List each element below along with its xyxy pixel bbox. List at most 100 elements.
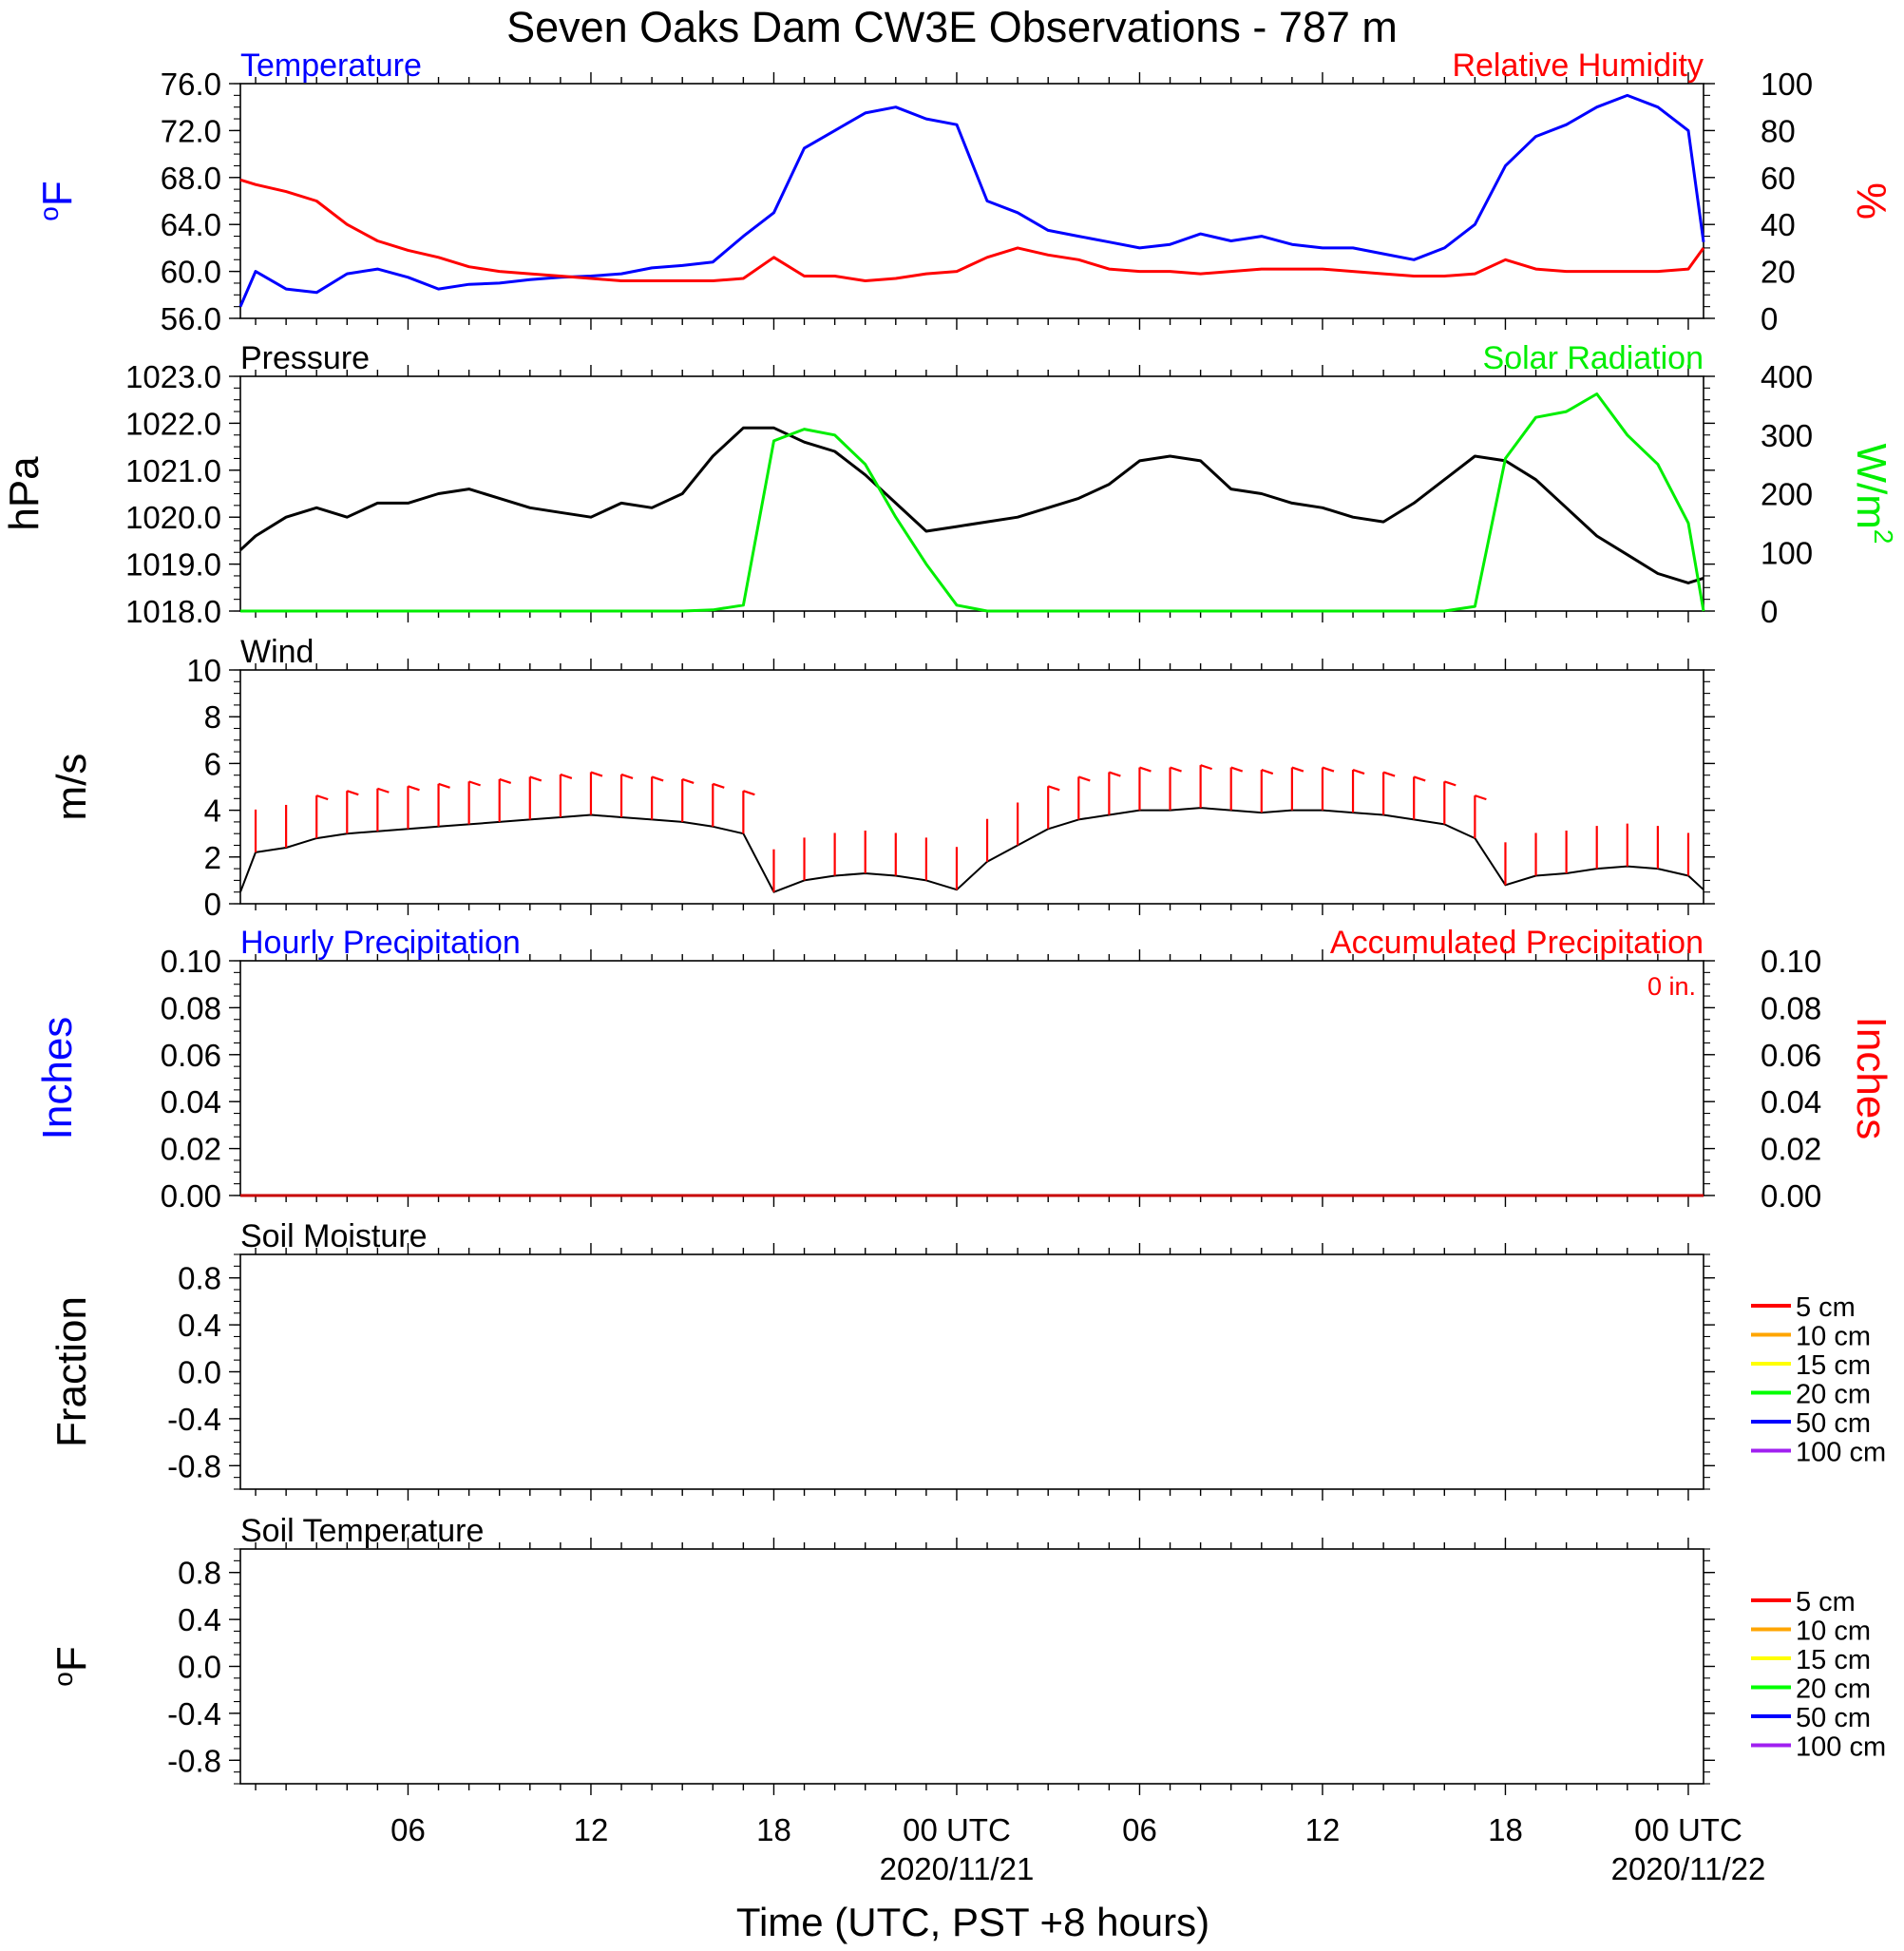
plot-frame [239, 83, 1704, 319]
y-axis-label-left: oF [48, 1646, 95, 1686]
legend-label: 100 cm [1796, 1438, 1886, 1468]
wind-barb-flag [1443, 780, 1457, 787]
series-line-pressure [238, 426, 1704, 584]
legend-label: 10 cm [1796, 1322, 1871, 1352]
wind-barb-flag [712, 782, 725, 789]
wind-barb-flag [1047, 785, 1060, 792]
y-tick-label-left: 76.0 [161, 67, 221, 102]
x-tick-date: 2020/11/22 [1611, 1851, 1766, 1886]
wind-barb-flag [408, 785, 420, 792]
x-axis-title: Time (UTC, PST +8 hours) [736, 1900, 1209, 1944]
y-tick-label-left: 72.0 [161, 113, 221, 148]
legend-label: 15 cm [1796, 1645, 1871, 1675]
legend-label: 5 cm [1796, 1587, 1856, 1617]
y-tick-label-left: 0.0 [178, 1650, 221, 1685]
legend-label: 50 cm [1796, 1703, 1871, 1733]
y-tick-label-left: 4 [204, 794, 221, 829]
panels: 56.060.064.068.072.076.0020406080100Temp… [1, 48, 1898, 1795]
y-tick-label-right: 0.10 [1761, 944, 1821, 979]
wind-barb-flag [346, 790, 359, 796]
y-tick-label-right: 400 [1761, 359, 1813, 394]
x-tick-label: 18 [756, 1812, 791, 1847]
plot-frame [239, 375, 1704, 612]
y-tick-label-left: 1023.0 [125, 359, 221, 394]
wind-barb-flag [620, 773, 634, 780]
panel-title-right: Solar Radiation [1483, 340, 1704, 376]
y-tick-label-left: 68.0 [161, 161, 221, 196]
accumulated-total-label: 0 in. [1647, 972, 1696, 1001]
plot-frame [239, 960, 1704, 1196]
panel-1: 56.0 60.0 64.0 68.0 72.0 76.0 0 20 40 60 80 100 Temp… [34, 48, 1894, 336]
wind-barb-flag [1077, 775, 1091, 782]
y-tick-label-left: 1022.0 [125, 406, 221, 441]
wind-barb-flag [590, 771, 603, 777]
y-tick-label-right: 20 [1761, 255, 1796, 290]
legend-label: 50 cm [1796, 1408, 1871, 1439]
wind-barb-flag [1291, 766, 1304, 773]
y-axis-label-right: % [1848, 182, 1894, 220]
y-tick-label-right: 0.02 [1761, 1132, 1821, 1167]
y-tick-label-right: 60 [1761, 161, 1796, 196]
y-tick-label-left: 0.04 [161, 1084, 221, 1119]
x-tick-label: 06 [390, 1812, 426, 1847]
x-tick-date: 2020/11/21 [880, 1851, 1035, 1886]
y-tick-label-right: 0.04 [1761, 1084, 1821, 1119]
x-tick-label: 12 [574, 1812, 609, 1847]
wind-barb-flag [529, 775, 543, 782]
y-tick-label-left: 1018.0 [125, 594, 221, 629]
y-axis-label-left: m/s [48, 754, 95, 821]
y-tick-label-right: 0 [1761, 594, 1778, 629]
panel-title-left: Wind [240, 634, 314, 670]
wind-barb-flag [1230, 766, 1244, 773]
wind-barb-flag [377, 787, 390, 794]
y-axis-label-left: Inches [34, 1017, 81, 1140]
wind-barb-flag [1200, 764, 1212, 771]
legend-label: 15 cm [1796, 1350, 1871, 1381]
x-tick-label: 00 UTC [1634, 1812, 1742, 1847]
y-tick-label-left: 6 [204, 746, 221, 781]
wind-barb-flag [743, 790, 755, 796]
legend-label: 10 cm [1796, 1616, 1871, 1647]
y-tick-label-left: 0.8 [178, 1556, 221, 1591]
panel-5: -0.8 -0.4 0.0 0.4 0.8 Soil Moisture Fraction 5 … [48, 1218, 1886, 1501]
y-axis-label-right: Inches [1848, 1017, 1894, 1140]
wind-barb-flag [1109, 771, 1121, 777]
series-line-wind [239, 807, 1704, 893]
y-tick-label-left: -0.4 [167, 1402, 221, 1437]
y-tick-label-left: 8 [204, 699, 221, 735]
y-tick-label-right: 40 [1761, 207, 1796, 242]
y-tick-label-right: 100 [1761, 535, 1813, 570]
panel-title-left: Soil Moisture [240, 1218, 428, 1254]
y-tick-label-right: 300 [1761, 418, 1813, 453]
x-tick-label: 00 UTC [903, 1812, 1011, 1847]
chart-title: Seven Oaks Dam CW3E Observations - 787 m [506, 3, 1398, 51]
y-tick-label-right: 80 [1761, 113, 1796, 148]
y-tick-label-left: 10 [186, 653, 221, 688]
y-tick-label-left: 0.10 [161, 944, 221, 979]
series-line-relative-humidity [239, 178, 1705, 282]
panel-title-left: Temperature [240, 48, 422, 84]
y-axis-label-right: W/m2 [1848, 444, 1898, 545]
y-tick-label-left: 2 [204, 840, 221, 875]
wind-barb-flag [315, 794, 329, 801]
wind-barb-flag [499, 777, 512, 784]
legend-label: 5 cm [1796, 1292, 1856, 1323]
y-tick-label-left: 0.4 [178, 1308, 221, 1343]
y-tick-label-left: 0.0 [178, 1355, 221, 1390]
y-tick-label-left: 0.08 [161, 990, 221, 1025]
y-tick-label-left: 64.0 [161, 207, 221, 242]
y-tick-label-left: 0.06 [161, 1038, 221, 1073]
y-tick-label-left: 0.02 [161, 1132, 221, 1167]
panel-title-left: Hourly Precipitation [240, 925, 521, 961]
y-axis-label-left: oF [34, 181, 81, 220]
y-tick-label-right: 200 [1761, 477, 1813, 512]
y-tick-label-left: -0.4 [167, 1696, 221, 1731]
panel-title-left: Pressure [240, 340, 370, 376]
y-tick-label-right: 0.00 [1761, 1178, 1821, 1214]
y-tick-label-left: 1019.0 [125, 547, 221, 583]
wind-barb-flag [1475, 794, 1487, 801]
y-tick-label-left: 60.0 [161, 255, 221, 290]
y-tick-label-left: -0.8 [167, 1448, 221, 1483]
wind-barb-flag [560, 773, 573, 780]
wind-barb-flag [468, 780, 481, 787]
